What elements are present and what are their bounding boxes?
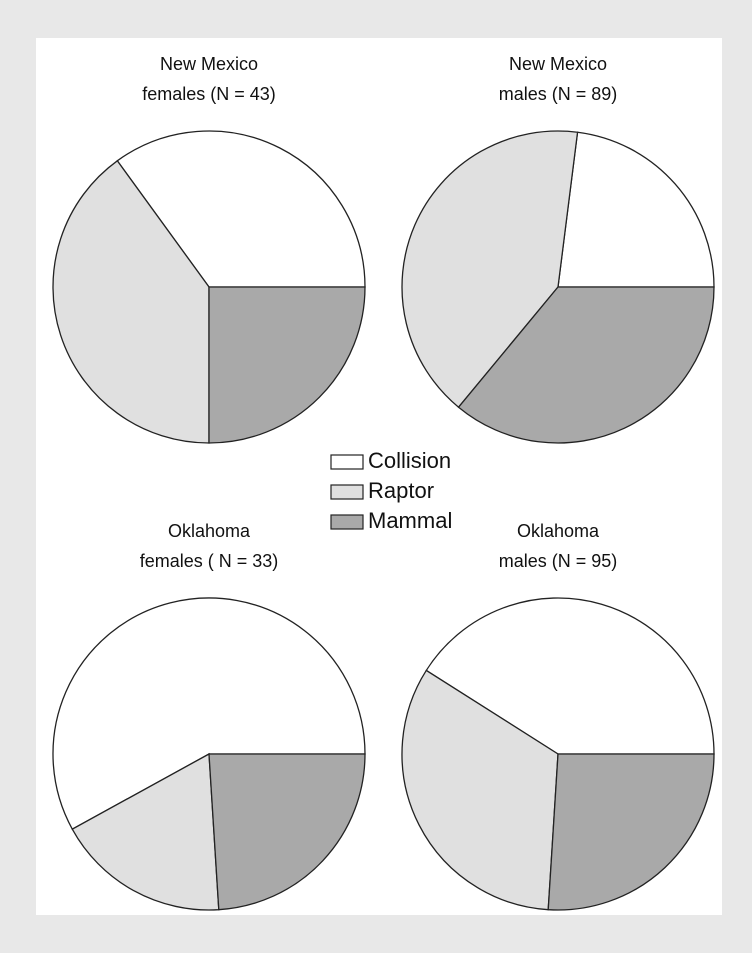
pie-slice xyxy=(401,130,579,409)
pie-slice xyxy=(547,753,715,911)
pie-title: New Mexico xyxy=(509,54,607,74)
pie-subtitle: females (N = 43) xyxy=(142,84,276,104)
pie-slice xyxy=(457,286,715,444)
pie-subtitle: females ( N = 33) xyxy=(140,551,279,571)
pie-slice xyxy=(52,597,366,831)
pie-subtitle: males (N = 89) xyxy=(499,84,618,104)
pie-slice xyxy=(52,159,210,444)
legend-label: Raptor xyxy=(368,478,434,503)
legend-swatch xyxy=(330,454,364,470)
pie-title: Oklahoma xyxy=(168,521,251,541)
pie-slice xyxy=(208,286,366,444)
pie-subtitle: males (N = 95) xyxy=(499,551,618,571)
legend-swatch xyxy=(330,484,364,500)
legend-swatch xyxy=(330,514,364,530)
pie-slice xyxy=(116,130,366,288)
pie-slice xyxy=(208,753,366,911)
pie-slice xyxy=(557,131,715,288)
legend-label: Mammal xyxy=(368,508,452,533)
pie-slice xyxy=(425,597,715,755)
pie-slice xyxy=(401,669,559,911)
pie-title: New Mexico xyxy=(160,54,258,74)
pie-slice xyxy=(71,752,220,911)
legend-label: Collision xyxy=(368,448,451,473)
pie-title: Oklahoma xyxy=(517,521,600,541)
